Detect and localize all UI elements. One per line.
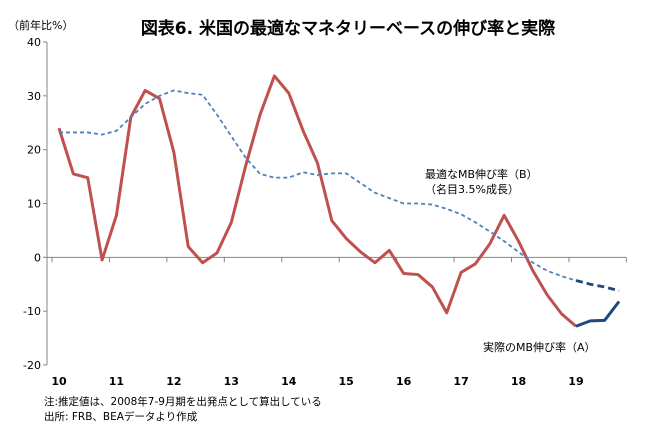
series-actual-line (57, 74, 577, 328)
series-optimal-estimate-line (575, 279, 620, 293)
x-tick-label: 10 (51, 375, 67, 388)
y-tick-label: -10 (23, 305, 41, 318)
x-tick-label: 17 (453, 375, 468, 388)
source-text: 出所: FRB、BEAデータより作成 (44, 411, 198, 423)
y-tick-label: 10 (27, 198, 41, 211)
y-tick-label: 0 (34, 251, 41, 264)
chart-title: 図表6. 米国の最適なマネタリーベースの伸び率と実際 (141, 18, 556, 39)
y-axis-label: （前年比%） (8, 18, 73, 32)
note-text: 注:推定値は、2008年7-9月期を出発点として算出している (44, 396, 322, 408)
legend-optimal-sublabel: （名目3.5%成長） (425, 182, 519, 196)
x-tick-label: 13 (224, 375, 239, 388)
x-tick-label: 19 (568, 375, 583, 388)
x-tick-label: 18 (511, 375, 526, 388)
x-tick-label: 14 (281, 375, 297, 388)
series-optimal-line (59, 89, 577, 282)
legend-optimal-label: 最適なMB伸び率（B） (425, 167, 538, 181)
y-tick-label: -20 (23, 359, 41, 372)
x-tick-label: 15 (339, 375, 354, 388)
y-tick-label: 20 (27, 144, 41, 157)
series-actual-estimate-line (575, 300, 621, 328)
x-tick-label: 12 (166, 375, 181, 388)
x-tick-label: 11 (109, 375, 124, 388)
y-tick-label: 30 (27, 90, 41, 103)
y-tick-label: 40 (27, 36, 41, 49)
legend-actual-label: 実際のMB伸び率（A） (483, 340, 596, 354)
x-tick-label: 16 (396, 375, 412, 388)
